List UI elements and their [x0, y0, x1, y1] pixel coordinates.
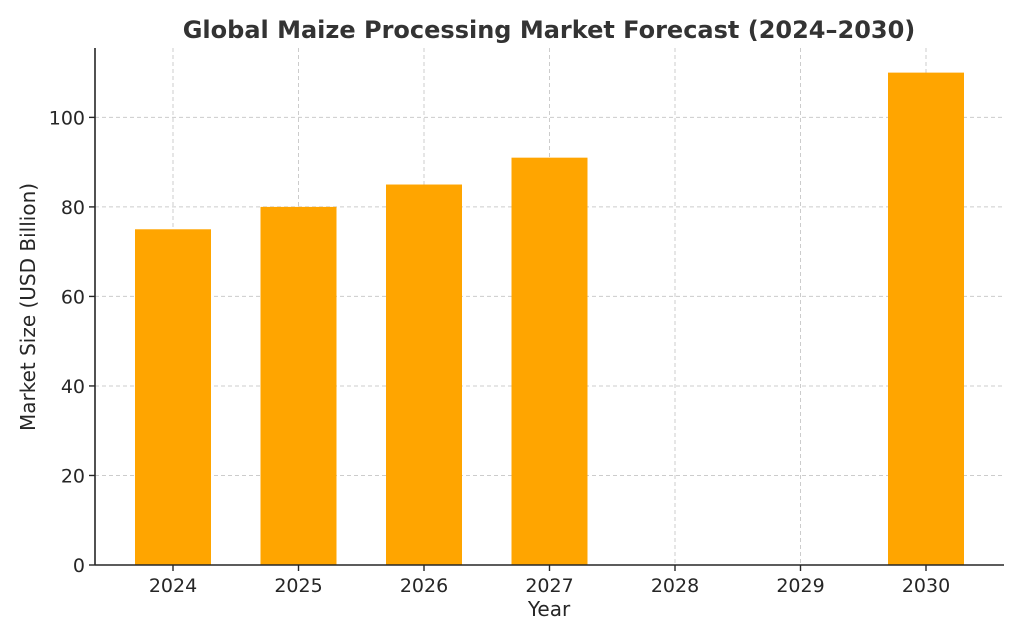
- y-tick-label: 40: [61, 376, 85, 398]
- x-tick-label: 2027: [525, 575, 573, 597]
- tick-layer: 0 20 40 60 80 100 2024 2025 2026 2027 2028 2029 2030: [49, 107, 950, 597]
- x-tick-label: 2028: [651, 575, 699, 597]
- y-axis-label: Market Size (USD Billion): [16, 183, 40, 431]
- x-tick-label: 2026: [400, 575, 448, 597]
- bar-2030: [888, 72, 964, 565]
- bar-layer: [135, 72, 964, 566]
- y-tick-label: 20: [61, 465, 85, 487]
- x-tick-label: 2030: [902, 575, 950, 597]
- y-tick-label: 0: [73, 555, 85, 577]
- x-tick-label: 2024: [149, 575, 197, 597]
- x-tick-label: 2029: [776, 575, 824, 597]
- bar-2025: [260, 206, 337, 565]
- x-tick-label: 2025: [274, 575, 322, 597]
- chart-title: Global Maize Processing Market Forecast …: [183, 16, 916, 44]
- bar-2026: [386, 184, 462, 565]
- y-tick-label: 80: [61, 197, 85, 219]
- y-tick-label: 100: [49, 107, 85, 129]
- x-axis-label: Year: [527, 597, 571, 621]
- bar-2027: [511, 157, 588, 565]
- y-tick-label: 60: [61, 286, 85, 308]
- bar-2024: [135, 229, 211, 566]
